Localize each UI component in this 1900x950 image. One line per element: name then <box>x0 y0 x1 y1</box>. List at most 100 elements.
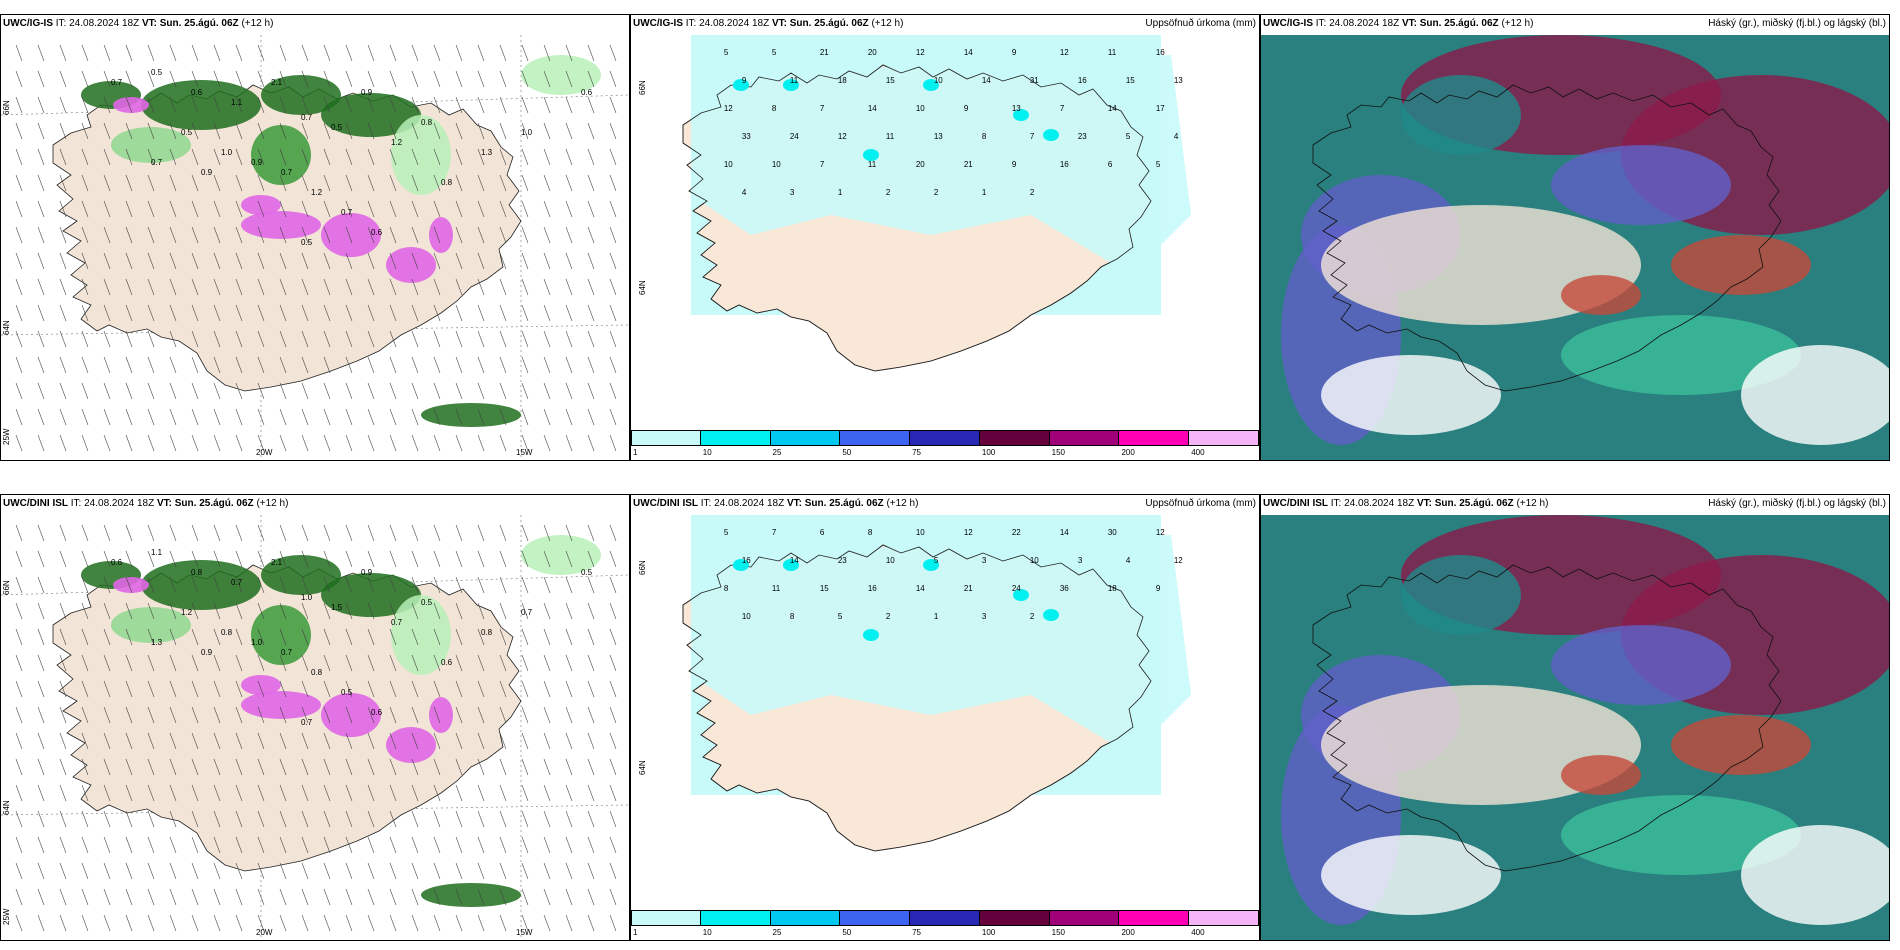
wind-barb <box>59 914 67 932</box>
wind-barb <box>433 524 441 542</box>
wind-barb <box>191 252 199 270</box>
wind-barb <box>169 122 177 140</box>
wind-barb <box>543 914 551 932</box>
wind-barb <box>609 356 617 374</box>
wind-barb <box>565 382 573 400</box>
wind-barb <box>433 654 441 672</box>
wind-barb <box>147 576 155 594</box>
wind-barb <box>147 836 155 854</box>
wind-barb <box>191 434 199 452</box>
wind-barb <box>81 148 89 166</box>
wind-barb <box>367 706 375 724</box>
wind-barb <box>81 382 89 400</box>
wind-barb <box>59 356 67 374</box>
wind-barb <box>37 408 45 426</box>
wind-barb <box>169 382 177 400</box>
wind-barb <box>103 148 111 166</box>
wind-barb <box>587 96 595 114</box>
wind-barb <box>587 330 595 348</box>
wind-barb <box>279 252 287 270</box>
wind-barb <box>609 44 617 62</box>
wind-barb <box>301 758 309 776</box>
wind-barb <box>257 174 265 192</box>
wind-barb <box>147 706 155 724</box>
accum-value-label: 23 <box>838 556 847 565</box>
wind-barb <box>169 330 177 348</box>
wind-barb <box>191 330 199 348</box>
wind-barb <box>301 706 309 724</box>
wind-barb <box>301 278 309 296</box>
wind-barb <box>345 148 353 166</box>
wind-barb <box>191 576 199 594</box>
wind-barb <box>235 96 243 114</box>
wind-barb <box>169 576 177 594</box>
wind-barb <box>323 888 331 906</box>
wind-barb <box>477 784 485 802</box>
wind-barb <box>125 784 133 802</box>
wind-barb <box>125 862 133 880</box>
wind-barb <box>565 200 573 218</box>
wind-barb <box>565 550 573 568</box>
wind-barb <box>433 784 441 802</box>
wind-barb <box>455 304 463 322</box>
colorbar-cell <box>910 430 980 446</box>
wind-barb <box>81 836 89 854</box>
wind-barb <box>565 810 573 828</box>
wind-barb <box>411 252 419 270</box>
map-svg: 0.7 0.5 0.6 1.1 2.1 0.7 0.5 0.9 1.2 0.8 0.5 1.0 0.9 0… <box>1 35 629 460</box>
wind-barb <box>81 862 89 880</box>
wind-barb <box>587 550 595 568</box>
wind-barb <box>411 408 419 426</box>
wind-barb <box>367 550 375 568</box>
precip-value-label: 0.8 <box>441 178 453 187</box>
wind-barb <box>257 96 265 114</box>
precip-value-label: 1.1 <box>151 548 163 557</box>
wind-barb <box>433 70 441 88</box>
wind-barb <box>59 654 67 672</box>
wind-barb <box>477 862 485 880</box>
wind-barb <box>521 680 529 698</box>
accum-value-label: 11 <box>886 132 895 141</box>
convective-precip-area <box>241 675 281 695</box>
wind-barb <box>411 602 419 620</box>
precip-value-label: 2.1 <box>271 78 283 87</box>
wind-barb <box>59 408 67 426</box>
wind-barb <box>411 434 419 452</box>
wind-barb <box>433 706 441 724</box>
accum-value-label: 16 <box>868 584 877 593</box>
precip-value-label: 0.7 <box>111 78 123 87</box>
wind-barb <box>125 70 133 88</box>
wind-barb <box>213 862 221 880</box>
wind-barb <box>169 550 177 568</box>
wind-barb <box>521 654 529 672</box>
accum-value-label: 33 <box>742 132 751 141</box>
wind-barb <box>169 304 177 322</box>
wind-barb <box>455 44 463 62</box>
accum-value-label: 15 <box>820 584 829 593</box>
wind-barb <box>59 174 67 192</box>
wind-barb <box>477 434 485 452</box>
wind-barb <box>477 408 485 426</box>
wind-barb <box>455 252 463 270</box>
wind-barb <box>323 96 331 114</box>
wind-barb <box>565 174 573 192</box>
wind-barb <box>543 330 551 348</box>
wind-barb <box>433 122 441 140</box>
wind-barb <box>477 174 485 192</box>
wind-barb <box>609 174 617 192</box>
accum-value-label: 14 <box>790 556 799 565</box>
accum-value-label: 8 <box>724 584 729 593</box>
colorbar-frame <box>631 430 1259 446</box>
wind-barb <box>147 148 155 166</box>
latitude-label: 64N <box>2 320 11 335</box>
wind-barb <box>59 524 67 542</box>
accum-value-label: 13 <box>1012 104 1021 113</box>
accum-value-label: 1 <box>934 612 939 621</box>
wind-barb <box>477 278 485 296</box>
wind-barb <box>15 304 23 322</box>
wind-barb <box>213 524 221 542</box>
accum-value-label: 5 <box>934 556 939 565</box>
wind-barb <box>81 550 89 568</box>
wind-barb <box>103 602 111 620</box>
